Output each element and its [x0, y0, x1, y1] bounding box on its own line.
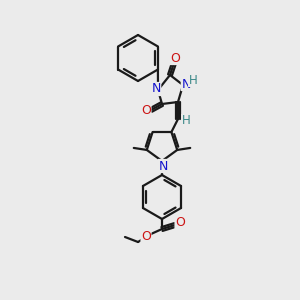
Text: N: N: [181, 77, 191, 91]
Text: O: O: [141, 230, 151, 242]
Text: H: H: [189, 74, 197, 86]
Text: N: N: [158, 160, 168, 172]
Text: O: O: [175, 217, 185, 230]
Text: N: N: [151, 82, 161, 95]
Text: O: O: [170, 52, 180, 64]
Text: O: O: [141, 104, 151, 118]
Text: H: H: [182, 115, 190, 128]
